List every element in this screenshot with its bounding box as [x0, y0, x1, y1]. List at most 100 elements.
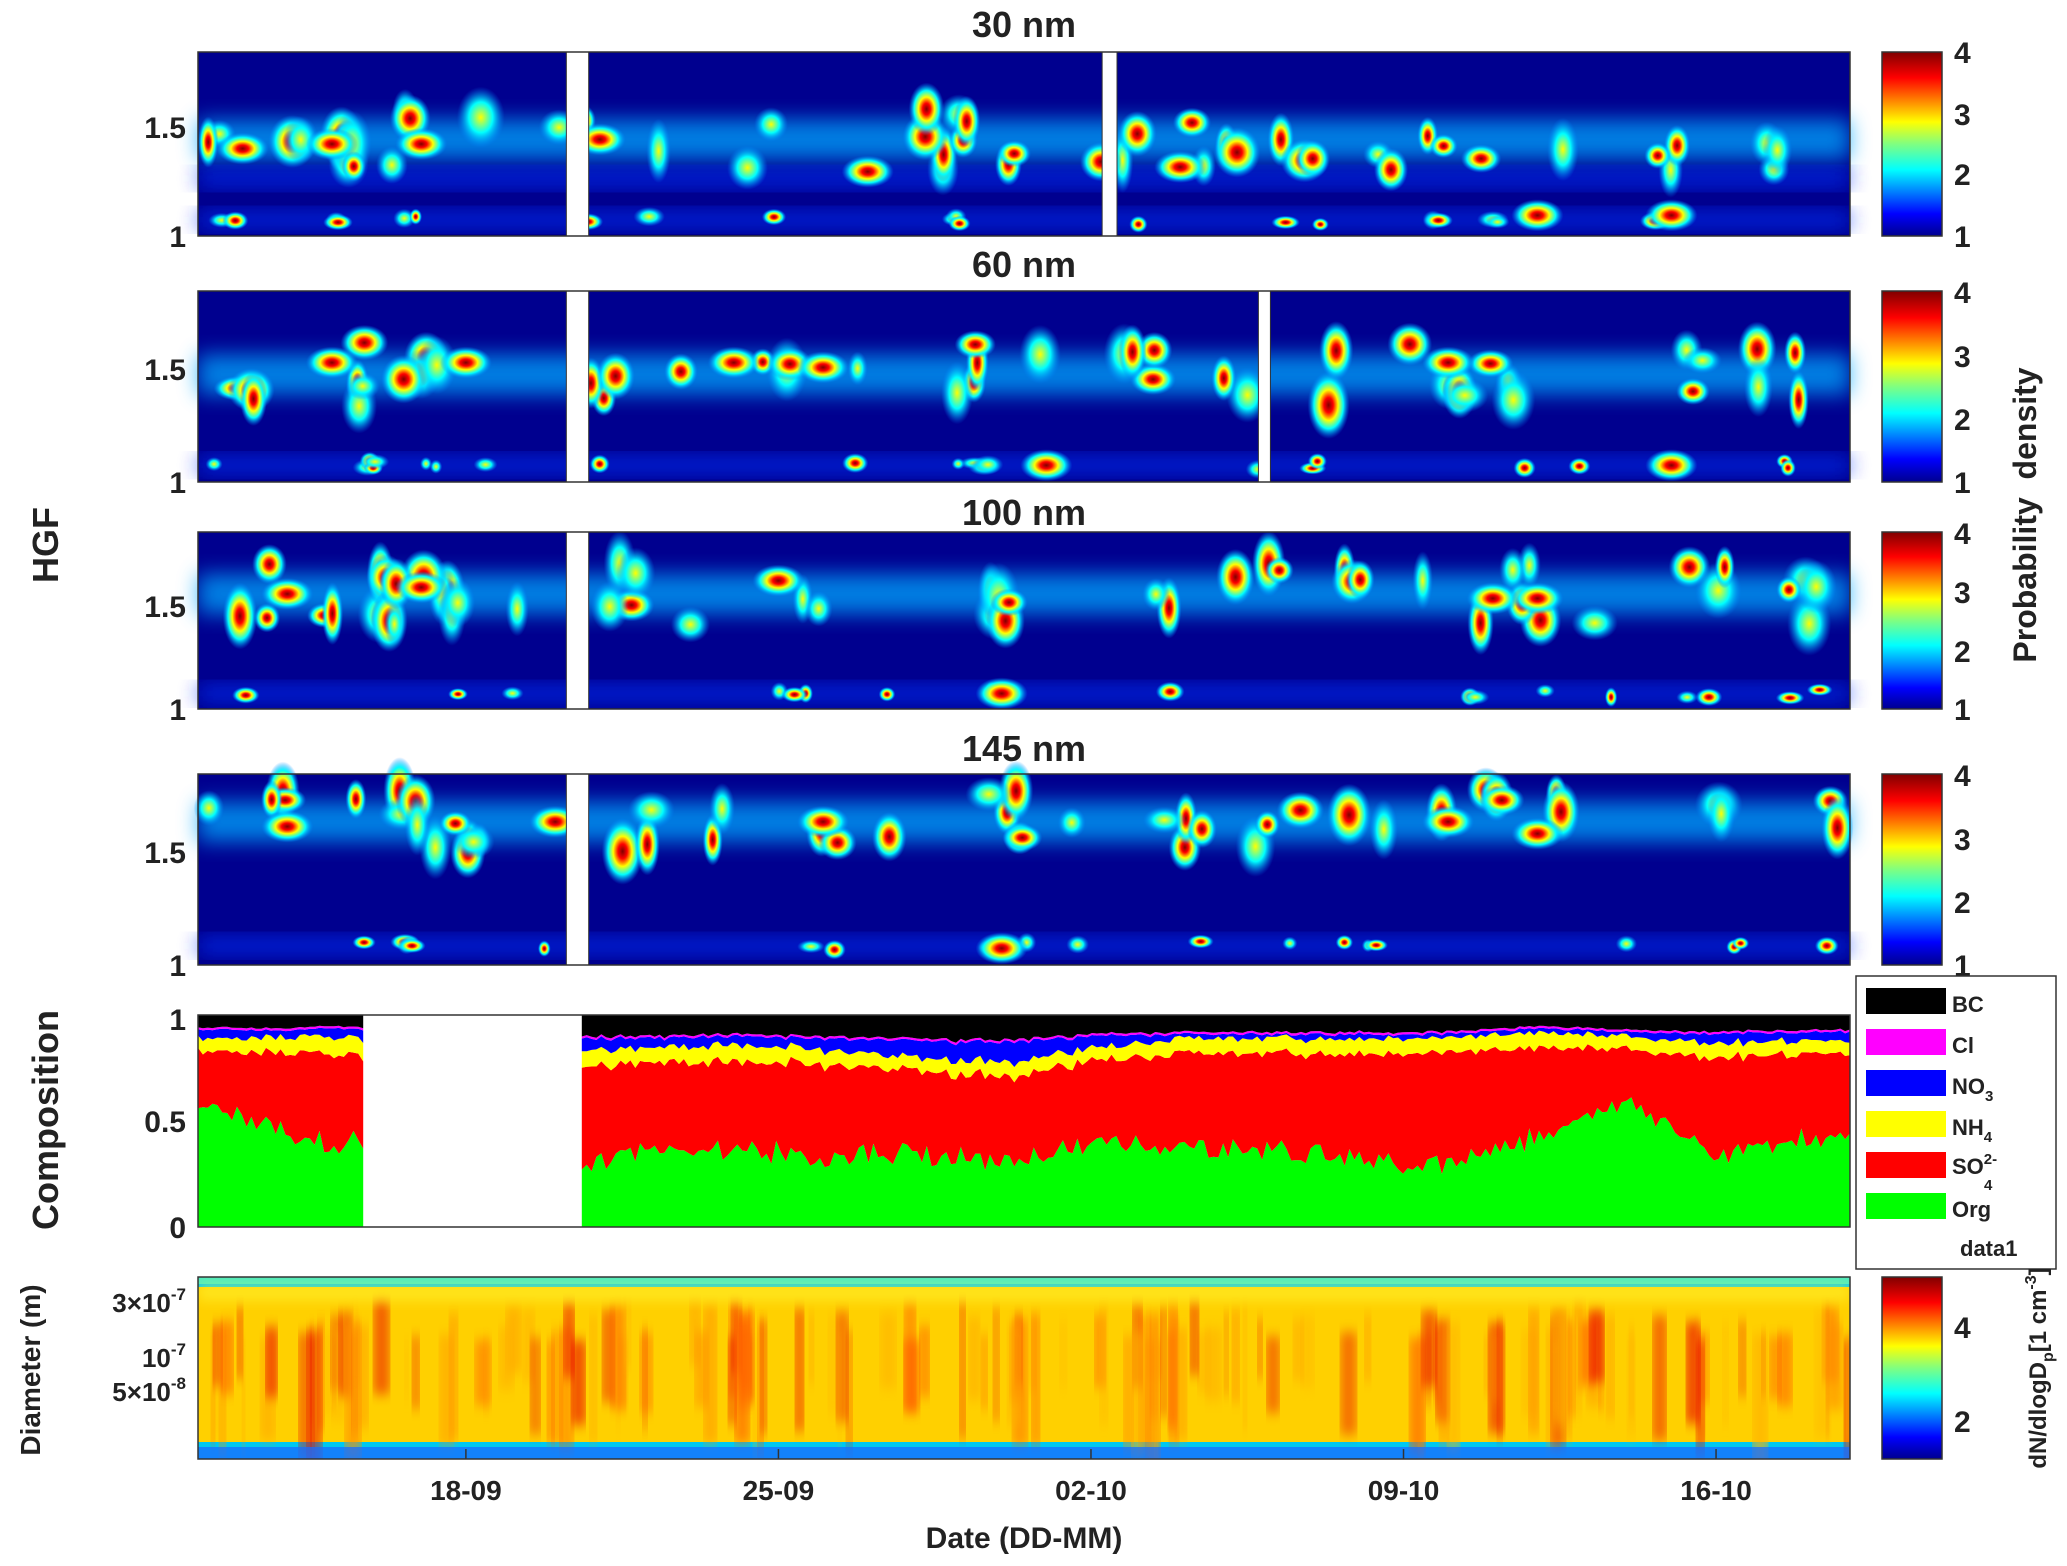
hgf-ridge-band: [198, 171, 1850, 186]
psd-band: [1132, 1331, 1144, 1459]
psd-band: [753, 1334, 758, 1459]
cbar-tick-4: 4: [1954, 518, 1971, 551]
hgf-density-blob: [232, 686, 260, 704]
psd-band: [1847, 1337, 1850, 1444]
hgf-hot-spot: [707, 346, 760, 379]
hgf-density-blob: [797, 939, 825, 954]
composition-areas: [198, 1015, 1850, 1227]
data-gap: [1257, 290, 1271, 483]
diameter-axis-label: Diameter (m): [15, 1284, 46, 1455]
hgf-hot-spot: [261, 810, 314, 843]
hgf-density-blob: [1707, 785, 1736, 843]
hgf-density-blob: [1172, 107, 1212, 138]
psd-band: [449, 1312, 458, 1441]
psd-band: [1418, 1334, 1424, 1459]
psd-band: [795, 1307, 804, 1432]
psd-band: [704, 1305, 717, 1444]
axes-frame: [197, 1014, 1851, 1228]
hgf-hot-spot: [841, 155, 894, 188]
hgf-density-blob: [345, 779, 367, 820]
svg-text:NO3: NO3: [1952, 1074, 1993, 1105]
ytick-1: 1: [169, 950, 186, 983]
psd-band: [1032, 1313, 1040, 1448]
x-tick-label: 02-10: [1055, 1475, 1127, 1506]
psd-band: [1301, 1315, 1314, 1389]
hgf-density-blob: [360, 454, 390, 470]
hgf-panel-100nm: 100 nm 1.5 1 4 3 2 1: [144, 492, 1971, 727]
psd-band: [237, 1306, 243, 1380]
hgf-density-blob: [1441, 378, 1489, 413]
psd-band: [1722, 1321, 1729, 1426]
psd-band: [547, 1339, 555, 1445]
hgf-density-blob: [1346, 560, 1375, 600]
hgf-density-blob: [193, 790, 225, 826]
psd-band: [1147, 1311, 1161, 1380]
hgf-density-blob: [646, 118, 671, 184]
ytick-0p5: 0.5: [144, 1106, 186, 1139]
cbar-tick-2: 2: [1954, 887, 1971, 920]
cbar-label-sub: p: [2040, 1352, 2057, 1362]
hgf-hot-spots: [222, 530, 1837, 710]
psd-band: [624, 1300, 631, 1369]
data-gaps: [565, 290, 1271, 483]
cbar-tick-1: 1: [1954, 221, 1971, 254]
legend-label-cl: Cl: [1952, 1033, 1974, 1058]
x-tick-label: 09-10: [1368, 1475, 1440, 1506]
hgf-density-blob: [222, 582, 258, 650]
hgf-hot-spots: [198, 82, 1793, 233]
hgf-density-blob: [1307, 371, 1350, 439]
hgf-density-blob: [1307, 453, 1327, 470]
cbar-label-exp: -3: [2023, 1275, 2040, 1289]
psd-band: [564, 1302, 574, 1379]
svg-text:SO2-: SO2-: [1952, 1151, 1997, 1179]
hgf-hot-spot: [1020, 449, 1073, 482]
hgf-density-blob: [1485, 215, 1510, 229]
psd-band: [1010, 1321, 1024, 1402]
svg-text:dN/dlogDp[1 cm-3]: dN/dlogDp[1 cm-3]: [2023, 1267, 2057, 1468]
colorbar: 4 3 2 1: [1881, 760, 1971, 983]
ytick-1: 1: [169, 694, 186, 727]
psd-band: [1257, 1317, 1263, 1380]
hgf-density-blob: [634, 813, 660, 876]
composition-area-bc: [198, 1015, 364, 1029]
psd-band: [1190, 1301, 1199, 1376]
ytick-1p5: 1.5: [144, 112, 186, 145]
hgf-density-blob: [1129, 215, 1148, 233]
hgf-density-blob: [321, 582, 344, 645]
hgf-density-blob: [664, 353, 698, 390]
hgf-hot-spot: [1422, 346, 1475, 379]
hgf-hot-spot: [975, 677, 1028, 710]
hgf-density-blob: [1187, 809, 1217, 849]
hgf-hot-spot: [395, 128, 448, 160]
hgf-panel-30nm: 30 nm 1.5 1 4 3 2 1: [144, 4, 1971, 254]
cbar-tick-3: 3: [1954, 824, 1971, 857]
psd-band: [1422, 1310, 1437, 1388]
psd-band: [1160, 1306, 1167, 1418]
ytick-0: 0: [169, 1212, 186, 1245]
data-gap: [565, 290, 590, 483]
hgf-hot-spot: [1645, 449, 1698, 482]
hgf-density-blob: [1311, 217, 1329, 231]
hgf-density-blob: [1423, 212, 1453, 229]
composition-area-org: [581, 1097, 1850, 1227]
psd-band: [1815, 1310, 1830, 1438]
legend-entry-cl: Cl: [1866, 1029, 1974, 1058]
cbar-label-main: dN/dlogD: [2025, 1362, 2052, 1469]
legend-label-bc: BC: [1952, 992, 1984, 1017]
hgf-density-blob: [205, 457, 223, 472]
hgf-hot-spot: [975, 932, 1028, 965]
hgf-density-blob: [439, 811, 472, 836]
hgf-density-blob: [1118, 324, 1147, 380]
legend-label-org: Org: [1952, 1197, 1991, 1222]
hgf-density-blob: [1319, 321, 1354, 381]
hgf-density-blob: [997, 140, 1031, 168]
legend-sup-so4: 2-: [1984, 1151, 1997, 1168]
cbar-tick-2: 2: [1954, 159, 1971, 192]
hgf-density-blob: [878, 687, 896, 702]
hgf-density-blob: [941, 361, 974, 425]
psd-band: [760, 1318, 767, 1435]
panel-title-30nm: 30 nm: [972, 4, 1076, 45]
cbar-tick-1: 1: [1954, 950, 1971, 983]
hgf-density-blob: [1326, 783, 1372, 847]
hgf-density-blob: [847, 351, 868, 386]
